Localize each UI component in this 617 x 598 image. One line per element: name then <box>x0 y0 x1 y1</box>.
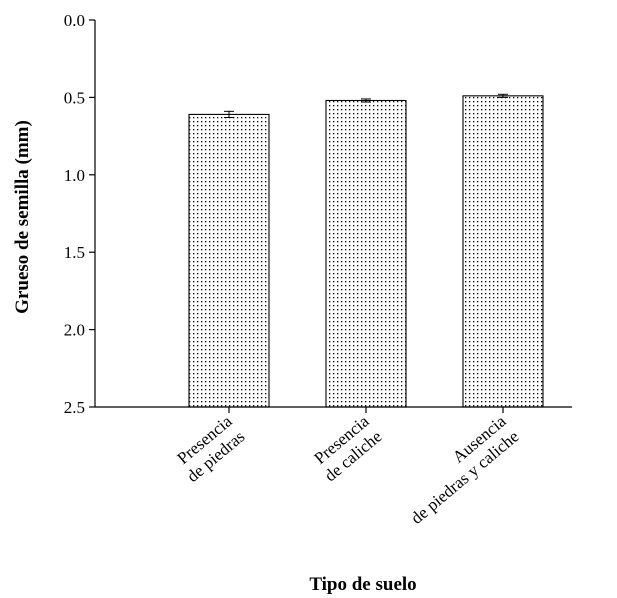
y-axis-ticks: 0.0 0.5 1.0 1.5 2.0 2.5 <box>64 11 95 417</box>
y-tick-label: 1.0 <box>64 166 85 185</box>
bar-1 <box>188 113 270 408</box>
x-category-label: Presenciade caliche <box>308 411 386 485</box>
y-tick-label: 1.5 <box>64 243 85 262</box>
y-tick-label: 2.5 <box>64 398 85 417</box>
x-axis-title: Tipo de suelo <box>309 574 416 595</box>
y-axis-title: Grueso de semilla (mm) <box>12 120 33 314</box>
x-category-label: Ausenciade piedras y caliche <box>394 411 522 528</box>
y-tick-label: 2.0 <box>64 321 85 340</box>
x-category-label: Presenciade piedras <box>170 411 249 486</box>
x-axis-category-labels: Presenciade piedras Presenciade caliche Au… <box>170 411 522 528</box>
bar-2 <box>325 99 407 408</box>
bar-3 <box>462 95 544 408</box>
y-tick-label: 0.5 <box>64 88 85 107</box>
y-tick-label: 0.0 <box>64 11 85 30</box>
bars-group <box>188 93 544 408</box>
x-axis-ticks <box>228 407 504 413</box>
